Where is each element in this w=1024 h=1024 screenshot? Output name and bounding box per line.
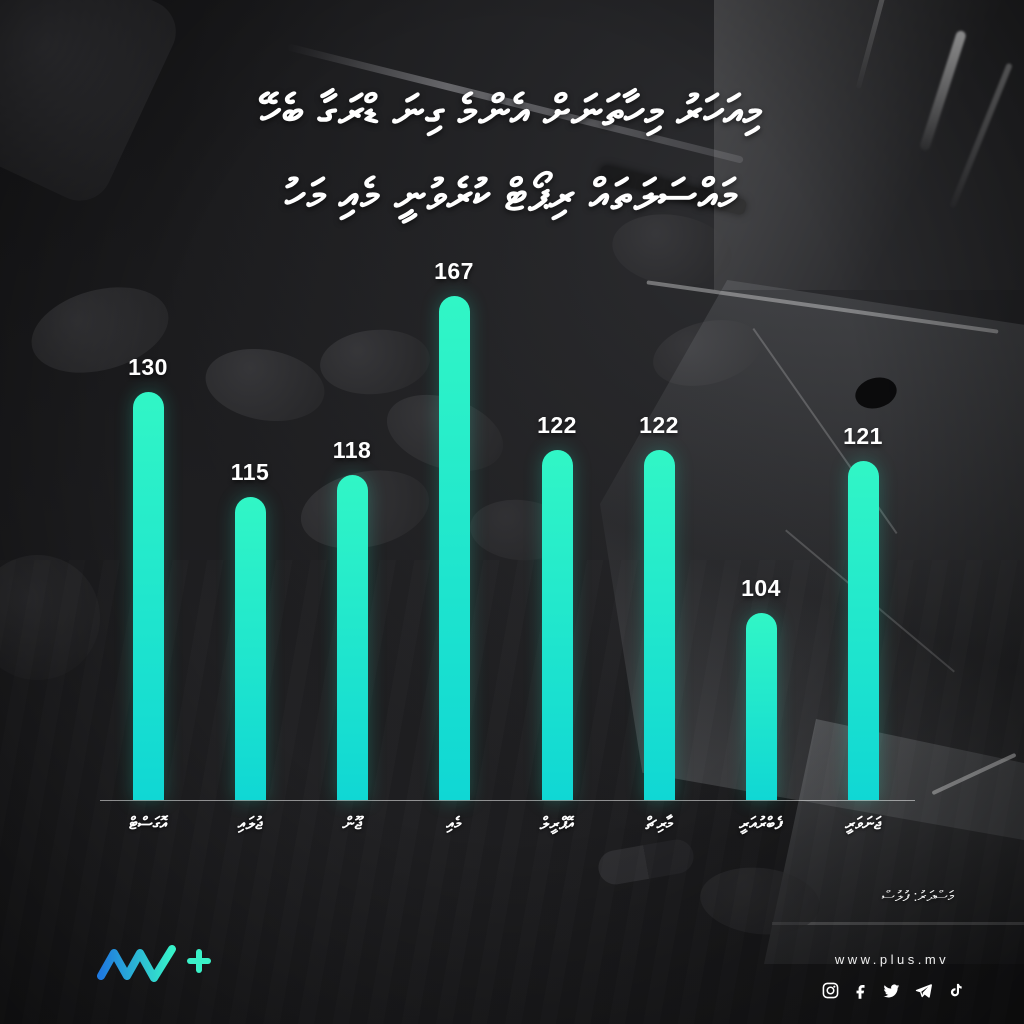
bar-value-label: 122 <box>537 412 577 438</box>
bar <box>847 461 879 800</box>
bar-value-label: 115 <box>230 459 270 485</box>
bar-value-label: 122 <box>639 412 679 438</box>
x-axis-line <box>100 800 915 801</box>
bar <box>438 296 470 800</box>
logo-plus-icon <box>187 949 211 973</box>
bar <box>336 475 368 800</box>
bar <box>541 450 573 800</box>
logo-zigzag-mark <box>97 945 176 982</box>
bar <box>234 497 266 800</box>
social-icons-row <box>812 982 972 999</box>
mv-plus-logo <box>97 945 211 982</box>
instagram-icon <box>822 982 839 999</box>
bar-value-label: 104 <box>741 575 781 601</box>
bar <box>132 392 164 800</box>
facebook-icon <box>852 982 869 999</box>
bar <box>745 613 777 800</box>
bar-group: 121 <box>803 423 923 800</box>
twitter-icon <box>882 982 901 999</box>
telegram-icon <box>914 982 933 999</box>
bar-group: 167 <box>394 258 514 800</box>
bar-category-label: މެއި <box>446 814 462 833</box>
bar-value-label: 167 <box>434 258 474 284</box>
tiktok-icon <box>946 982 962 999</box>
bar-value-label: 121 <box>843 423 883 449</box>
bar <box>643 450 675 800</box>
bar-value-label: 130 <box>128 354 168 380</box>
bar-value-label: 118 <box>332 437 372 463</box>
bar-category-label: ޖަނަވަރީ <box>845 814 881 833</box>
website-url: www.plus.mv <box>834 952 950 967</box>
source-label: މަސްދަރު: ފުލުސް <box>881 888 954 905</box>
